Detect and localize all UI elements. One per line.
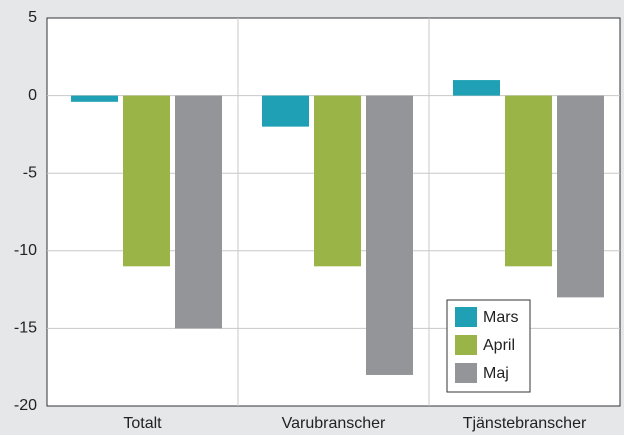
y-tick-label: -10 xyxy=(14,242,37,259)
bar xyxy=(366,95,413,375)
x-tick-label: Totalt xyxy=(123,415,162,432)
legend-label: April xyxy=(483,337,515,354)
legend-swatch xyxy=(455,363,477,383)
x-tick-label: Tjänstebranscher xyxy=(463,415,587,432)
bar xyxy=(175,95,222,329)
bar xyxy=(123,95,170,267)
y-tick-label: -15 xyxy=(14,320,37,337)
legend-swatch xyxy=(455,335,477,355)
bar xyxy=(505,95,552,267)
x-tick-label: Varubranscher xyxy=(282,415,386,432)
y-tick-label: -20 xyxy=(14,397,37,414)
legend-label: Mars xyxy=(483,309,519,326)
bar xyxy=(314,95,361,267)
bar xyxy=(557,95,604,298)
legend-label: Maj xyxy=(483,365,509,382)
legend-swatch xyxy=(455,307,477,327)
bar xyxy=(453,80,500,96)
y-tick-label: 0 xyxy=(28,87,37,104)
y-tick-label: -5 xyxy=(23,164,37,181)
bar xyxy=(262,95,309,127)
y-tick-label: 5 xyxy=(28,9,37,26)
bar xyxy=(71,95,118,102)
